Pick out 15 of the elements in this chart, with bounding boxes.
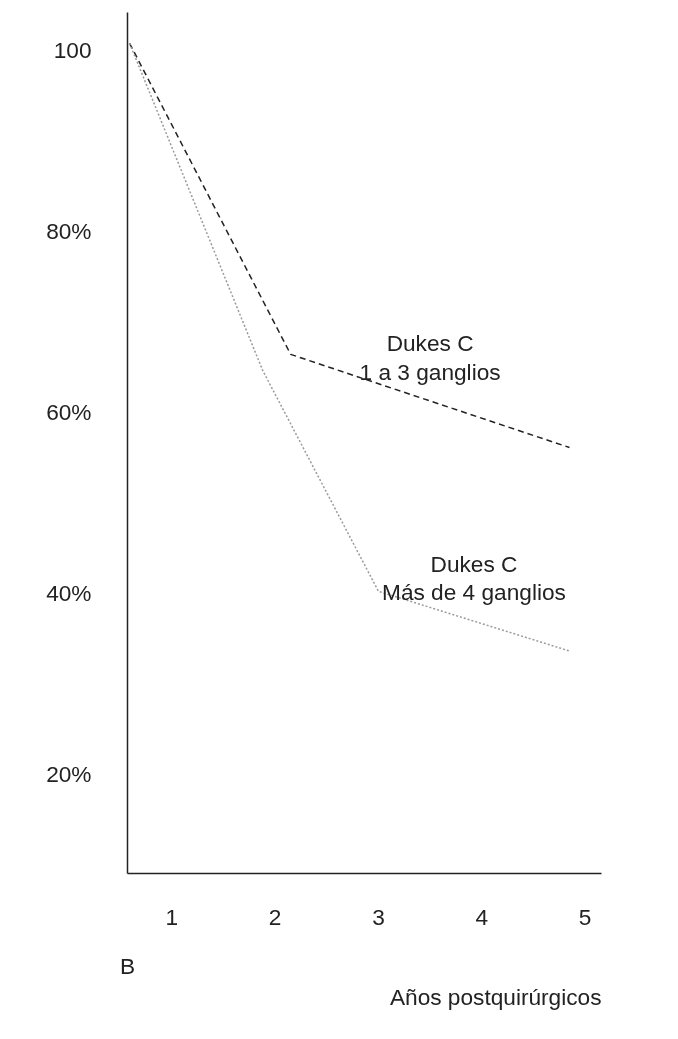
series-label: Dukes C Más de 4 ganglios (382, 550, 566, 606)
y-tick-label: 40% (46, 580, 92, 607)
y-tick-label: 60% (46, 399, 92, 426)
x-tick-label: 3 (372, 903, 385, 930)
y-tick-label: 100 (53, 37, 92, 64)
series-label: Dukes C 1 a 3 ganglios (359, 330, 501, 385)
text: B (119, 952, 136, 979)
y-tick-label: 20% (46, 761, 92, 788)
x-tick-label: 5 (578, 903, 592, 930)
line-series (128, 42, 571, 652)
x-tick-label: 2 (268, 903, 282, 930)
x-tick-label: 4 (475, 903, 489, 930)
x-axis-title: Años postquirúrgicos (389, 983, 602, 1010)
y-tick-label: 80% (46, 218, 92, 245)
x-tick-label: 1 (165, 903, 179, 930)
